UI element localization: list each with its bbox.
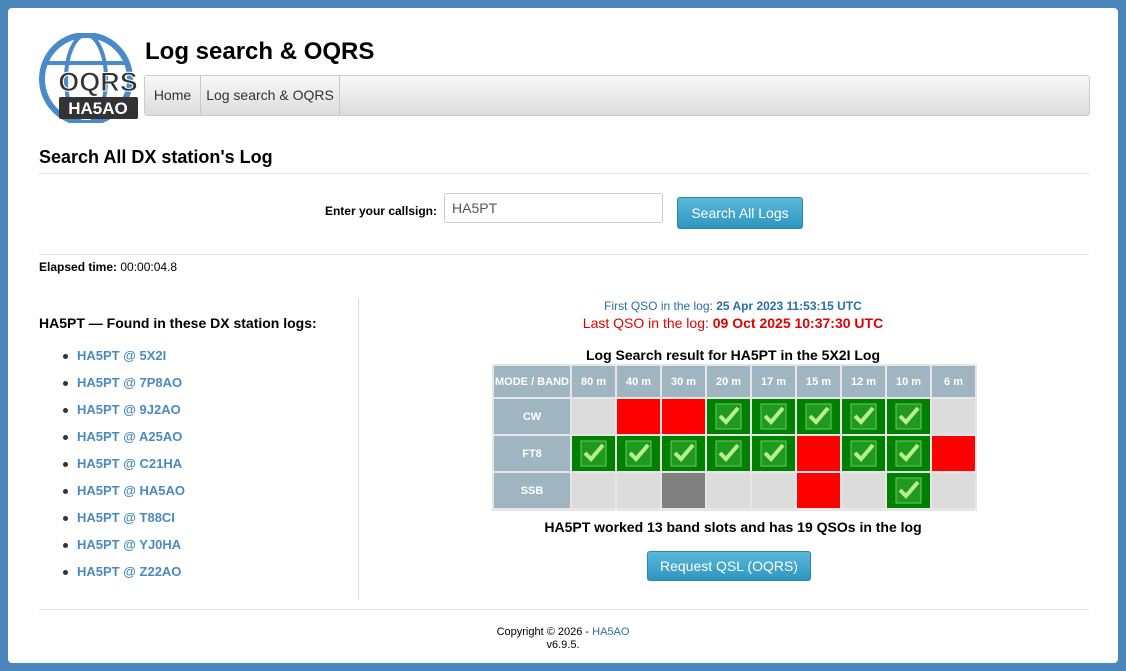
band-cell [932, 473, 975, 508]
band-header: 80 m [572, 366, 615, 397]
band-cell [662, 399, 705, 434]
log-link[interactable]: HA5PT @ 7P8AO [77, 375, 183, 390]
log-link[interactable]: HA5PT @ Z22AO [77, 564, 182, 579]
band-cell [797, 399, 840, 434]
input-label: Enter your callsign: [324, 204, 437, 218]
navbar: Home Log search & OQRS [144, 75, 1090, 116]
band-cell [572, 436, 615, 471]
band-header: 15 m [797, 366, 840, 397]
band-cell [707, 436, 750, 471]
mode-header: SSB [494, 473, 570, 508]
band-cell [572, 473, 615, 508]
version: v6.9.5. [546, 639, 580, 651]
qsl-button[interactable]: Request QSL (OQRS) [647, 551, 811, 581]
last-qso: Last QSO in the log: 09 Oct 2025 10:37:3… [360, 315, 1106, 331]
band-header: 12 m [842, 366, 885, 397]
bullet [63, 570, 68, 575]
nav-item[interactable]: Home [145, 76, 201, 115]
copyright-text: Copyright © 2026 - [496, 626, 593, 638]
first-label: First QSO in the log: [604, 299, 713, 313]
mode-header: FT8 [494, 436, 570, 471]
callsign-input[interactable]: HA5PT [444, 193, 663, 223]
band-cell [842, 473, 885, 508]
footer-link[interactable]: HA5AO [592, 626, 630, 638]
mode-header: CW [494, 399, 570, 434]
band-cell [887, 399, 930, 434]
logo-text: OQRS [58, 67, 138, 97]
bullet [63, 354, 68, 359]
log-link[interactable]: HA5PT @ HA5AO [77, 483, 186, 498]
bullet [63, 462, 68, 467]
nav-item[interactable]: Log search & OQRS [201, 76, 340, 115]
panel [8, 8, 1118, 663]
divider [39, 254, 1089, 255]
divider [39, 173, 1089, 174]
band-cell [932, 399, 975, 434]
bullet [63, 381, 68, 386]
logo[interactable]: OQRS HA5AO [36, 33, 140, 123]
site-title: Log search & OQRS [145, 38, 375, 65]
band-cell [662, 436, 705, 471]
band-cell [752, 436, 795, 471]
found-heading: HA5PT — Found in these DX station logs: [39, 315, 317, 331]
table-title: Log Search result for HA5PT in the 5X2I … [585, 347, 881, 363]
band-cell [932, 436, 975, 471]
band-header: 6 m [932, 366, 975, 397]
band-header: 17 m [752, 366, 795, 397]
elapsed: Elapsed time: 00:00:04.8 [39, 260, 177, 274]
search-button[interactable]: Search All Logs [677, 197, 803, 229]
band-cell [707, 399, 750, 434]
band-cell [662, 473, 705, 508]
band-cell [842, 436, 885, 471]
band-cell [752, 473, 795, 508]
summary: HA5PT worked 13 band slots and has 19 QS… [544, 519, 922, 535]
band-header: MODE / BAND [494, 366, 570, 397]
bullet [63, 543, 68, 548]
band-cell [887, 473, 930, 508]
first-qso: First QSO in the log: 25 Apr 2023 11:53:… [360, 299, 1106, 313]
logo-call: HA5AO [68, 99, 128, 118]
band-cell [887, 436, 930, 471]
band-header: 20 m [707, 366, 750, 397]
band-cell [617, 436, 660, 471]
band-cell [617, 399, 660, 434]
band-header: 40 m [617, 366, 660, 397]
section-heading: Search All DX station's Log [39, 147, 273, 167]
first-value: 25 Apr 2023 11:53:15 UTC [716, 299, 862, 313]
band-cell [617, 473, 660, 508]
elapsed-value: 00:00:04.8 [120, 260, 178, 274]
log-link[interactable]: HA5PT @ YJ0HA [77, 537, 182, 552]
bullet [63, 489, 68, 494]
last-label: Last QSO in the log: [582, 315, 709, 331]
column-divider [358, 298, 359, 600]
bullet [63, 516, 68, 521]
last-value: 09 Oct 2025 10:37:30 UTC [712, 315, 884, 331]
band-cell [707, 473, 750, 508]
band-cell [797, 436, 840, 471]
bullet [63, 408, 68, 413]
elapsed-label: Elapsed time: [39, 260, 118, 274]
copyright: Copyright © 2026 - HA5AO [0, 626, 1126, 638]
band-header: 10 m [887, 366, 930, 397]
log-link[interactable]: HA5PT @ 5X2I [77, 348, 167, 363]
band-cell [797, 473, 840, 508]
log-link[interactable]: HA5PT @ T88CI [77, 510, 175, 525]
log-link[interactable]: HA5PT @ 9J2AO [77, 402, 181, 417]
bullet [63, 435, 68, 440]
log-link[interactable]: HA5PT @ A25AO [77, 429, 183, 444]
band-cell [842, 399, 885, 434]
band-cell [572, 399, 615, 434]
band-header: 30 m [662, 366, 705, 397]
log-link[interactable]: HA5PT @ C21HA [77, 456, 183, 471]
band-cell [752, 399, 795, 434]
divider [39, 609, 1089, 610]
